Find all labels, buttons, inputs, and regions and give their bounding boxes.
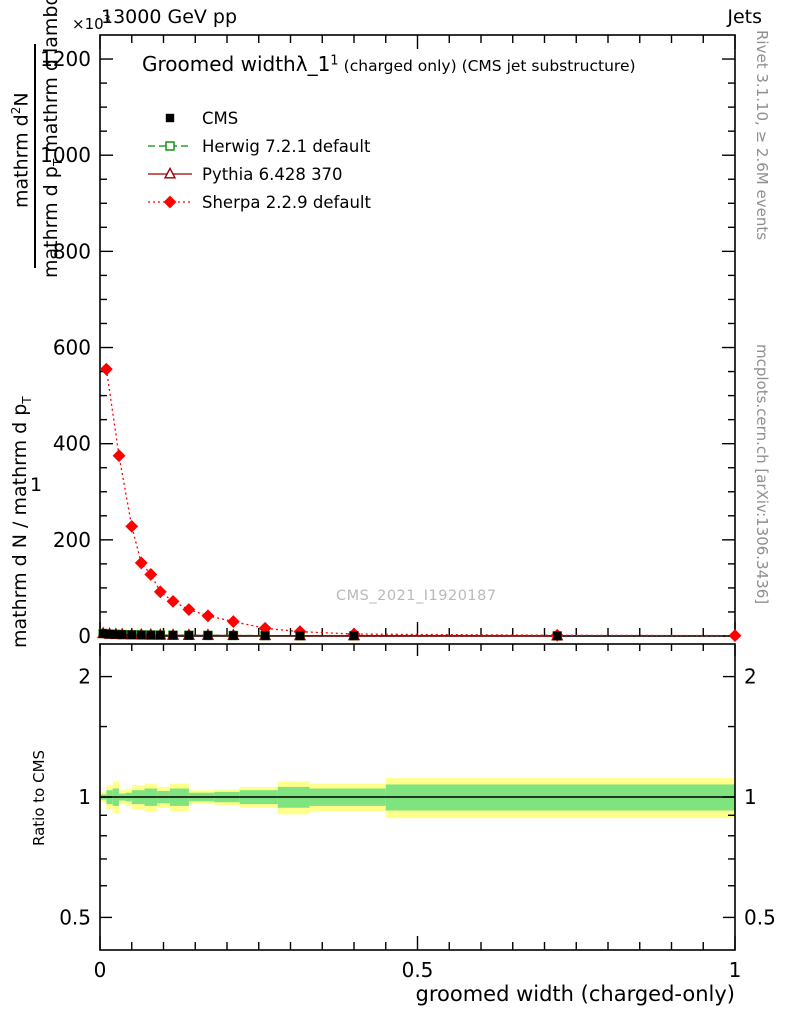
tick-label: 2 xyxy=(78,665,91,689)
marker-square-filled xyxy=(165,113,175,123)
marker-square-filled xyxy=(260,631,270,640)
marker-square-filled xyxy=(349,631,359,640)
ylabel-prefix-sub: T xyxy=(19,396,34,404)
tick-label: 800 xyxy=(53,239,91,263)
marker-square-filled xyxy=(156,630,165,640)
series-cms xyxy=(98,629,562,641)
marker-diamond-filled xyxy=(153,585,167,599)
tick-label: 400 xyxy=(53,432,91,456)
marker-square-filled xyxy=(118,630,127,639)
beam-energy-label: 13000 GeV pp xyxy=(101,6,238,28)
tick-label: 0.5 xyxy=(59,905,91,929)
x-axis-label: groomed width (charged-only) xyxy=(415,982,735,1006)
marker-diamond-filled xyxy=(166,594,180,608)
marker-diamond-filled xyxy=(182,603,196,616)
marker-diamond-filled xyxy=(125,519,139,533)
title-lambda-symbol: λ_1 xyxy=(295,52,331,76)
legend-label: CMS xyxy=(202,108,239,128)
y-axis-label-denominator: mathrm d pT mathrm d lambda xyxy=(40,0,65,278)
marker-square-filled xyxy=(137,630,146,640)
marker-square-filled xyxy=(127,630,136,639)
y-axis-scale-exponent: ×103 xyxy=(72,13,111,33)
tick-label: 600 xyxy=(53,336,91,360)
ylabel-den-p: mathrm d p xyxy=(40,166,62,278)
legend-item: Pythia 6.428 370 xyxy=(147,160,371,188)
marker-square-open xyxy=(165,141,175,151)
marker-square-filled xyxy=(229,631,238,640)
tick-label: 1 xyxy=(78,785,91,809)
tick-label: 1000 xyxy=(40,143,91,167)
legend: CMS Herwig 7.2.1 default Pythia 6.428 370 S… xyxy=(147,104,371,216)
tick-label: 200 xyxy=(53,528,91,552)
legend-label: Herwig 7.2.1 default xyxy=(202,136,371,156)
y-axis-label-prefix: mathrm d N / mathrm d pT xyxy=(9,396,34,648)
legend-item: Sherpa 2.2.9 default xyxy=(147,188,371,216)
marker-square-filled xyxy=(168,631,178,640)
ratio-axis-label: Ratio to CMS xyxy=(30,749,48,846)
marker-diamond-filled xyxy=(226,615,240,629)
legend-marker-square-filled xyxy=(165,113,175,123)
y-axis-fraction-bar xyxy=(34,44,36,268)
marker-diamond-filled xyxy=(163,195,177,209)
marker-square-filled xyxy=(203,631,213,640)
marker-diamond-filled xyxy=(201,609,215,623)
title-superscript: 1 xyxy=(330,53,339,69)
tick-label: 1 xyxy=(729,958,742,982)
legend-marker-triangle-open xyxy=(148,166,192,179)
legend-marker-diamond-filled xyxy=(148,195,192,209)
tick-labels: 0 200 400 600 800 1000 1200 0 0.5 1 0.5 0.5 1 1 2 2 xyxy=(40,47,776,982)
tick-label: 0 xyxy=(94,958,107,982)
ylabel-den-sub: T xyxy=(50,158,65,167)
tick-label: 0.5 xyxy=(402,958,434,982)
plot-title: Groomed widthλ_11 (charged only) (CMS je… xyxy=(142,52,636,76)
tick-label: 0.5 xyxy=(744,905,776,929)
legend-item: CMS xyxy=(147,104,371,132)
legend-label: Pythia 6.428 370 xyxy=(202,164,343,184)
marker-diamond-filled xyxy=(112,449,126,463)
marker-square-filled xyxy=(295,631,305,640)
tick-label: 1 xyxy=(744,785,757,809)
legend-item: Herwig 7.2.1 default xyxy=(147,132,371,160)
y-axis-label-numerator: mathrm d2N xyxy=(9,92,32,208)
ylabel-den-rest: mathrm d lambda xyxy=(40,0,62,153)
marker-diamond-filled xyxy=(144,568,158,581)
title-qualifier: (charged only) (CMS jet substructure) xyxy=(343,57,636,75)
marker-diamond-filled xyxy=(134,556,148,570)
scale-base: ×10 xyxy=(72,15,104,33)
marker-square-filled xyxy=(146,630,156,640)
tick-label: 2 xyxy=(744,665,757,689)
axis-ticks xyxy=(99,35,736,950)
tick-label: 0 xyxy=(78,624,91,648)
marker-square-filled xyxy=(184,631,194,640)
analysis-id-watermark: CMS_2021_I1920187 xyxy=(336,588,497,604)
rivet-version-note: Rivet 3.1.10, ≥ 2.6M events xyxy=(753,30,771,241)
marker-diamond-filled xyxy=(728,629,742,643)
title-observable: Groomed width xyxy=(142,52,296,76)
jets-label: Jets xyxy=(727,6,762,28)
ylabel-num-sup: 2 xyxy=(9,106,23,115)
scale-exp: 3 xyxy=(103,13,111,26)
tick-label: 1200 xyxy=(40,47,91,71)
ylabel-num-post: N xyxy=(10,92,33,107)
ylabel-num-text: mathrm d xyxy=(10,114,33,208)
marker-triangle-open xyxy=(163,166,177,179)
series-pythia xyxy=(97,626,564,641)
mcplots-arxiv-note: mcplots.cern.ch [arXiv:1306.3436] xyxy=(753,344,771,605)
marker-diamond-filled xyxy=(99,362,113,376)
legend-label: Sherpa 2.2.9 default xyxy=(202,192,371,212)
ylabel-prefix-text: mathrm d N / mathrm d p xyxy=(9,403,31,648)
marker-square-filled xyxy=(553,631,562,641)
y-axis-label-one: 1 xyxy=(30,474,43,496)
ratio-uncertainty-bands xyxy=(100,778,735,819)
legend-marker-square-open xyxy=(148,141,192,151)
